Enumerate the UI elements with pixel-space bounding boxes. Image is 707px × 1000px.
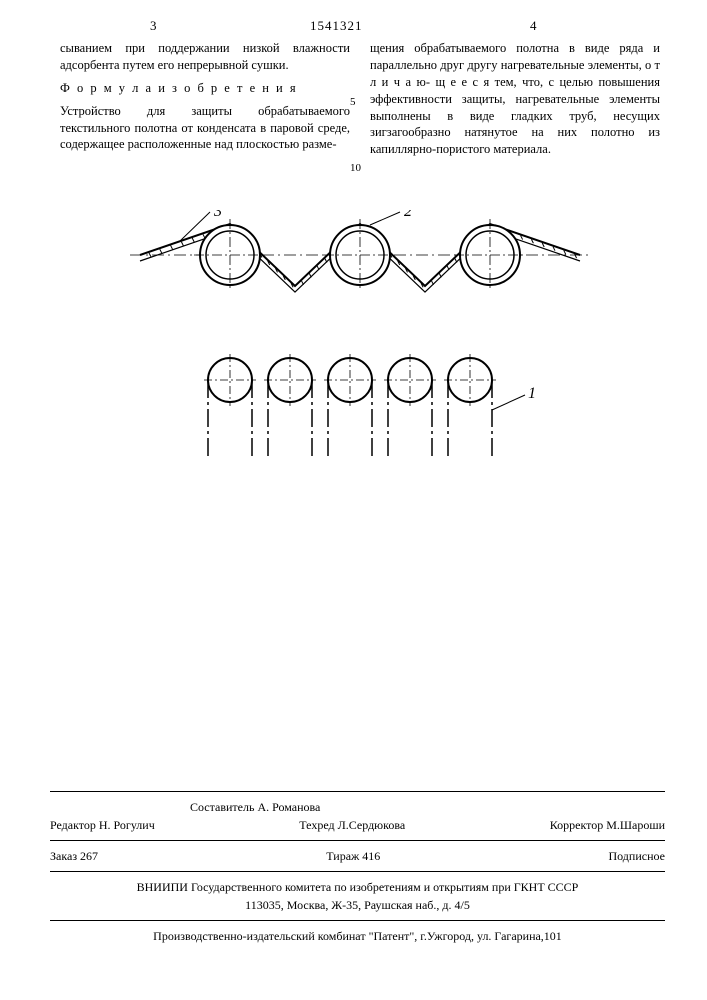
claim-heading: Ф о р м у л а и з о б р е т е н и я bbox=[60, 80, 350, 97]
left-column: сыванием при поддержании низкой влажност… bbox=[60, 40, 350, 164]
svg-text:2: 2 bbox=[404, 210, 412, 220]
right-p1: щения обрабатываемого полотна в виде ряд… bbox=[370, 40, 660, 158]
svg-text:3: 3 bbox=[213, 210, 222, 220]
credits-row: Редактор Н. Рогулич Техред Л.Сердюкова К… bbox=[50, 816, 665, 834]
document-number: 1541321 bbox=[310, 18, 363, 34]
org-line-2: 113035, Москва, Ж-35, Раушская наб., д. … bbox=[50, 896, 665, 914]
org-line-1: ВНИИПИ Государственного комитета по изоб… bbox=[50, 878, 665, 896]
tech-editor: Техред Л.Сердюкова bbox=[299, 816, 405, 834]
compiler-line: Составитель А. Романова bbox=[50, 798, 665, 816]
corrector: Корректор М.Шароши bbox=[550, 816, 665, 834]
circulation: Тираж 416 bbox=[326, 847, 380, 865]
footer-block: Составитель А. Романова Редактор Н. Рогу… bbox=[50, 785, 665, 945]
order-number: Заказ 267 bbox=[50, 847, 98, 865]
left-p1: сыванием при поддержании низкой влажност… bbox=[60, 40, 350, 74]
text-columns: сыванием при поддержании низкой влажност… bbox=[60, 40, 660, 164]
editor: Редактор Н. Рогулич bbox=[50, 816, 155, 834]
printer-line: Производственно-издательский комбинат "П… bbox=[50, 927, 665, 945]
page-number-left: 3 bbox=[150, 18, 157, 34]
footer-rule bbox=[50, 840, 665, 841]
diagram-area: 2 3 1 bbox=[60, 210, 660, 470]
svg-text:1: 1 bbox=[528, 385, 536, 402]
right-column: щения обрабатываемого полотна в виде ряд… bbox=[370, 40, 660, 164]
order-row: Заказ 267 Тираж 416 Подписное bbox=[50, 847, 665, 865]
footer-rule bbox=[50, 871, 665, 872]
footer-rule bbox=[50, 791, 665, 792]
left-p2: Устройство для защиты обрабатываемого те… bbox=[60, 103, 350, 154]
subscription: Подписное bbox=[608, 847, 665, 865]
page-number-right: 4 bbox=[530, 18, 537, 34]
patent-diagram: 2 3 1 bbox=[60, 210, 660, 470]
footer-rule bbox=[50, 920, 665, 921]
